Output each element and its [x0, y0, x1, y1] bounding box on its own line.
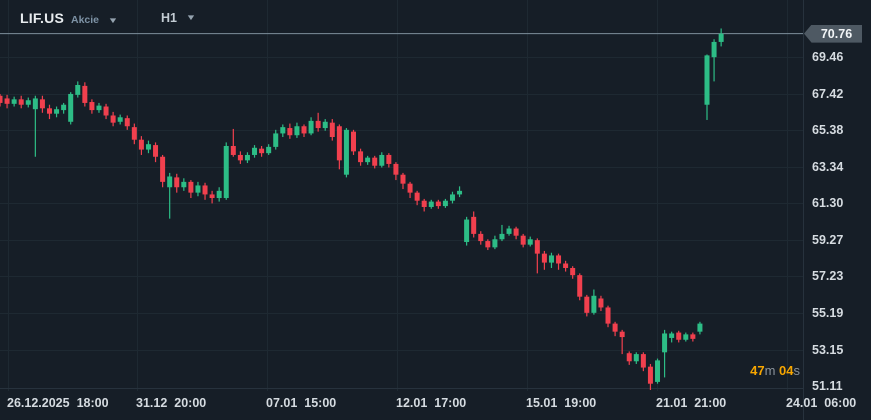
time-axis-label: 26.12.2025 18:00 [7, 396, 109, 410]
price-axis-label: 67.42 [812, 86, 844, 101]
countdown-seconds: 04 [779, 363, 794, 378]
price-axis[interactable]: 69.46 67.42 65.38 63.34 61.30 59.27 57.23 55.19… [803, 0, 871, 393]
grid-lines [0, 0, 803, 391]
price-axis-label: 53.15 [812, 342, 844, 357]
countdown-minutes-unit: m [764, 363, 776, 378]
price-axis-label: 55.19 [812, 306, 844, 321]
time-axis-label: 31.12 20:00 [136, 396, 207, 410]
chevron-down-icon: ▼ [107, 16, 119, 25]
time-axis[interactable]: 26.12.2025 18:00 31.12 20:00 07.01 15:00 12.01… [0, 389, 856, 420]
countdown-seconds-unit: s [793, 363, 801, 378]
bar-countdown: 47m 04s [750, 363, 800, 378]
countdown-minutes: 47 [750, 363, 765, 378]
chart-toolbar: LIF.US Akcie ▼ H1 ▼ [20, 8, 197, 28]
price-axis-label: 59.27 [812, 232, 844, 247]
time-axis-label: 07.01 15:00 [266, 396, 337, 410]
time-axis-label: 21.01 21:00 [656, 396, 727, 410]
chevron-down-icon: ▼ [185, 13, 197, 22]
axis-borders [0, 0, 804, 420]
candles [0, 28, 724, 390]
symbol-name: LIF.US [20, 10, 64, 26]
symbol-selector[interactable]: LIF.US Akcie ▼ [20, 10, 119, 26]
timeframe-selector[interactable]: H1 ▼ [160, 11, 197, 25]
time-axis-label: 15.01 19:00 [526, 396, 597, 410]
current-price-badge: 70.76 [804, 24, 862, 43]
price-axis-label: 51.11 [812, 379, 843, 394]
price-axis-label: 63.34 [812, 159, 844, 174]
price-axis-label: 57.23 [812, 269, 844, 284]
price-axis-label: 61.30 [812, 196, 844, 211]
price-axis-label: 69.46 [812, 50, 844, 64]
instrument-type-label: Akcie [70, 14, 100, 26]
timeframe-label: H1 [160, 11, 177, 25]
price-axis-label: 65.38 [812, 123, 844, 138]
time-axis-label: 12.01 17:00 [396, 396, 467, 410]
time-axis-label: 24.01 06:00 [786, 396, 857, 410]
